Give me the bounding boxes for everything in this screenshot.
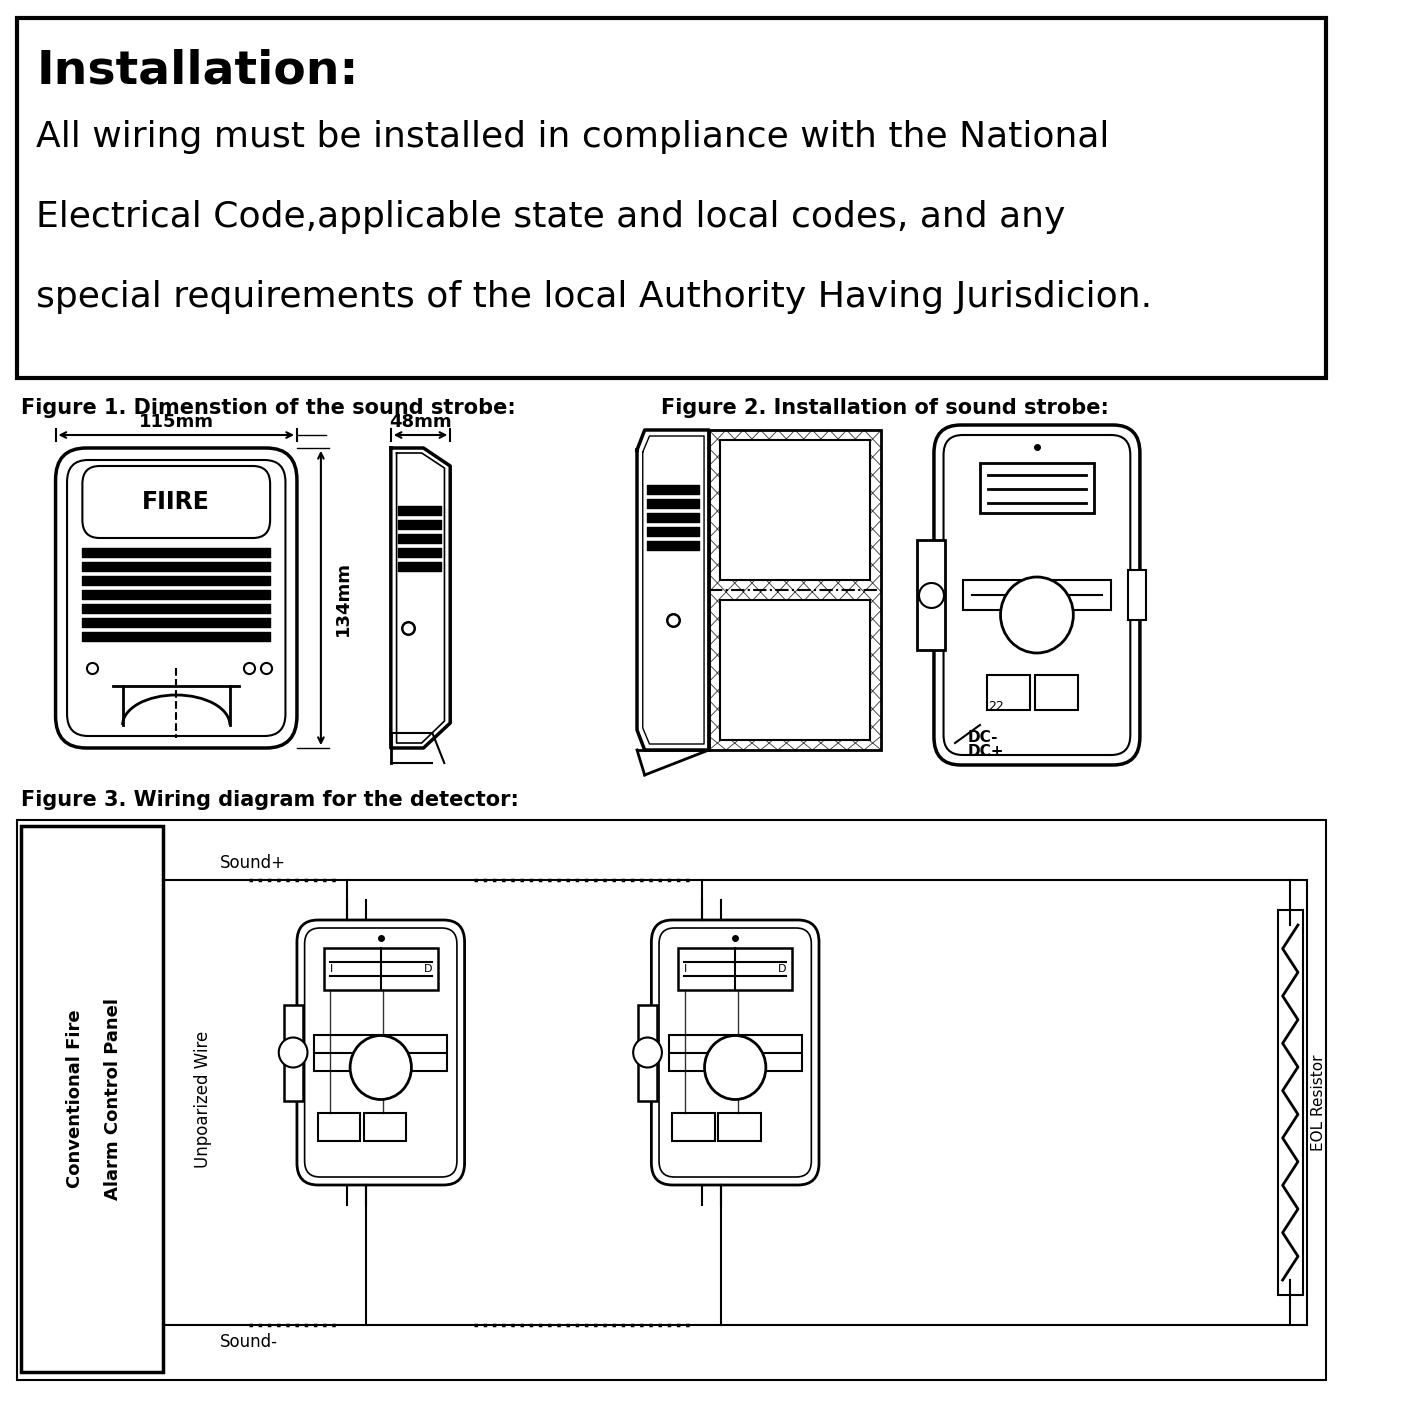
Bar (17, 820, 1326, 1380)
Bar (917, 540, 945, 651)
Text: 22: 22 (988, 701, 1004, 714)
Bar (1035, 674, 1078, 709)
Bar (721, 600, 869, 740)
Text: special requirements of the local Authority Having Jurisdicion.: special requirements of the local Author… (36, 280, 1152, 314)
Text: Electrical Code,applicable state and local codes, and any: Electrical Code,applicable state and loc… (36, 200, 1066, 234)
Bar (679, 948, 792, 990)
Text: Alarm Control Panel: Alarm Control Panel (104, 998, 122, 1200)
Bar (1129, 571, 1145, 620)
FancyBboxPatch shape (83, 465, 271, 538)
Text: DC-: DC- (967, 729, 998, 744)
Text: 134mm: 134mm (334, 561, 352, 635)
Text: Figure 2. Installation of sound strobe:: Figure 2. Installation of sound strobe: (660, 398, 1109, 418)
Circle shape (279, 1037, 307, 1067)
Circle shape (705, 1036, 765, 1099)
Bar (318, 1113, 360, 1141)
Text: 115mm: 115mm (139, 414, 213, 430)
Bar (21, 826, 163, 1373)
Bar (963, 580, 1112, 610)
Text: D: D (778, 965, 787, 974)
Circle shape (350, 1036, 411, 1099)
Bar (638, 1004, 658, 1101)
Text: D: D (423, 965, 432, 974)
Text: I: I (684, 965, 687, 974)
Text: Sound-: Sound- (220, 1333, 279, 1352)
Bar (673, 1113, 715, 1141)
Bar (324, 948, 437, 990)
Text: All wiring must be installed in compliance with the National: All wiring must be installed in complian… (36, 121, 1110, 154)
Text: 48mm: 48mm (390, 414, 451, 430)
Circle shape (1001, 578, 1074, 653)
Bar (17, 18, 1326, 379)
Text: Installation:: Installation: (36, 48, 359, 93)
Text: DC+: DC+ (967, 743, 1004, 758)
Circle shape (634, 1037, 662, 1067)
Bar (721, 440, 869, 580)
FancyBboxPatch shape (297, 920, 464, 1185)
Text: EOL Resistor: EOL Resistor (1311, 1054, 1326, 1151)
FancyBboxPatch shape (652, 920, 819, 1185)
Bar (987, 674, 1029, 709)
Text: Sound+: Sound+ (220, 854, 286, 872)
Text: Figure 1. Dimenstion of the sound strobe:: Figure 1. Dimenstion of the sound strobe… (21, 398, 516, 418)
Bar (718, 1113, 760, 1141)
Text: FIIRE: FIIRE (143, 491, 210, 515)
Bar (365, 1113, 407, 1141)
Bar (1277, 910, 1302, 1295)
Text: Unpoarized Wire: Unpoarized Wire (193, 1030, 212, 1168)
Text: Figure 3. Wiring diagram for the detector:: Figure 3. Wiring diagram for the detecto… (21, 789, 519, 810)
Bar (709, 430, 882, 750)
FancyBboxPatch shape (934, 425, 1140, 765)
Bar (980, 463, 1094, 513)
Text: Conventional Fire: Conventional Fire (66, 1009, 84, 1189)
Bar (669, 1035, 802, 1071)
Bar (283, 1004, 303, 1101)
FancyBboxPatch shape (56, 449, 297, 749)
Text: I: I (329, 965, 332, 974)
Bar (314, 1035, 447, 1071)
